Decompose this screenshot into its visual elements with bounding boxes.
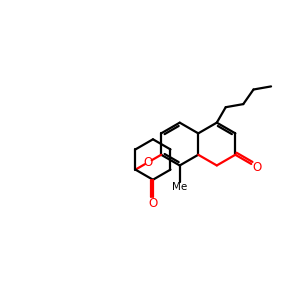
Text: O: O — [144, 156, 153, 169]
Text: Me: Me — [172, 182, 187, 192]
Text: O: O — [148, 197, 158, 210]
Text: O: O — [252, 161, 262, 174]
